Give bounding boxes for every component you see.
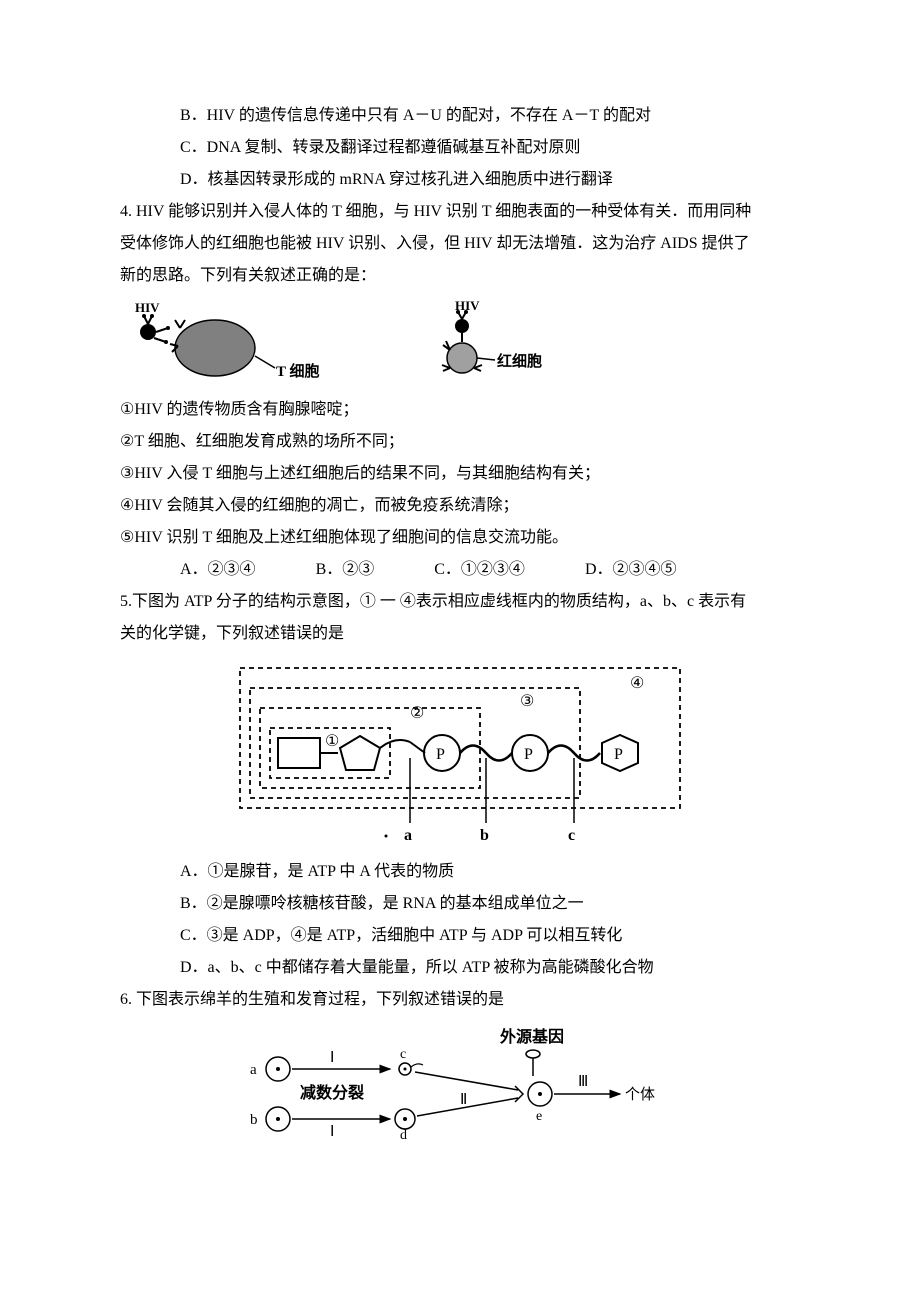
q6-label-I-top: Ⅰ [330,1050,334,1066]
q4-option-d: D．②③④⑤ [585,554,677,586]
q4-figure: HIV T 细胞 HIV 红细胞 [120,298,800,388]
q4-option-a: A．②③④ [180,554,256,586]
q6-label-geti: 个体 [625,1086,655,1103]
q4-options: A．②③④ B．②③ C．①②③④ D．②③④⑤ [120,554,800,586]
q5-label-4: ④ [630,675,644,692]
q4-statement-3: ③HIV 入侵 T 细胞与上述红细胞后的结果不同，与其细胞结构有关； [120,458,800,490]
q5-option-a: A．①是腺苷，是 ATP 中 A 代表的物质 [120,856,800,888]
q4-tcell-diagram: HIV T 细胞 [120,298,320,388]
q5-label-p3: P [614,746,623,763]
q5-stem-line1: 5.下图为 ATP 分子的结构示意图，① 一 ④表示相应虚线框内的物质结构，a、… [120,586,800,618]
q6-label-d: d [400,1128,407,1143]
q3-option-d: D．核基因转录形成的 mRNA 穿过核孔进入细胞质中进行翻译 [120,164,800,196]
q5-label-b: b [480,827,489,844]
q5-option-c: C．③是 ADP，④是 ATP，活细胞中 ATP 与 ADP 可以相互转化 [120,920,800,952]
q6-sheep-diagram: 外源基因 a Ⅰ b Ⅰ 减数分裂 c d Ⅱ [240,1024,680,1144]
q6-label-I-bot: Ⅰ [330,1124,334,1140]
q5-stem-line2: 关的化学键，下列叙述错误的是 [120,618,800,650]
q5-option-d: D．a、b、c 中都储存着大量能量，所以 ATP 被称为高能磷酸化合物 [120,952,800,984]
q6-label-e: e [536,1109,542,1124]
q5-label-3: ③ [520,693,534,710]
q4-statement-4: ④HIV 会随其入侵的红细胞的凋亡，而被免疫系统清除； [120,490,800,522]
q6-label-c: c [400,1047,406,1062]
q4-option-b: B．②③ [316,554,375,586]
q6-figure: 外源基因 a Ⅰ b Ⅰ 减数分裂 c d Ⅱ [120,1024,800,1144]
q4-statement-1: ①HIV 的遗传物质含有胸腺嘧啶； [120,394,800,426]
q5-label-2: ② [410,705,424,722]
q5-label-1: ① [325,733,339,750]
q5-label-p2: P [524,746,533,763]
q4-option-c: C．①②③④ [434,554,525,586]
q3-option-b: B．HIV 的遗传信息传递中只有 A－U 的配对，不存在 A－T 的配对 [120,100,800,132]
q4-statement-2: ②T 细胞、红细胞发育成熟的场所不同； [120,426,800,458]
q6-label-III: Ⅲ [578,1074,588,1090]
q5-label-c: c [568,827,575,844]
q4-stem-line2: 受体修饰人的红细胞也能被 HIV 识别、入侵，但 HIV 却无法增殖．这为治疗 … [120,228,800,260]
q4-tcell-label: T 细胞 [276,362,319,380]
q6-label-meiosis: 减数分裂 [300,1083,364,1102]
q6-stem: 6. 下图表示绵羊的生殖和发育过程，下列叙述错误的是 [120,984,800,1016]
q4-stem-line3: 新的思路。下列有关叙述正确的是： [120,260,800,292]
q5-label-a: a [404,827,412,844]
q4-statement-5: ⑤HIV 识别 T 细胞及上述红细胞体现了细胞间的信息交流功能。 [120,522,800,554]
q5-figure: ① ② P ③ P ④ P a b c [120,658,800,848]
q4-rbc-label: 红细胞 [497,352,542,370]
q4-stem-line1: 4. HIV 能够识别并入侵人体的 T 细胞，与 HIV 识别 T 细胞表面的一… [120,196,800,228]
q6-label-a: a [250,1062,257,1078]
q5-atp-diagram: ① ② P ③ P ④ P a b c [230,658,690,848]
q4-rbc-diagram: HIV 红细胞 [400,298,570,388]
q6-label-exo: 外源基因 [499,1027,564,1046]
q6-label-II: Ⅱ [460,1092,467,1108]
q5-label-p1: P [436,746,445,763]
q5-option-b: B．②是腺嘌呤核糖核苷酸，是 RNA 的基本组成单位之一 [120,888,800,920]
q4-hiv-label-1: HIV [135,300,160,315]
q6-label-b: b [250,1112,258,1128]
q3-option-c: C．DNA 复制、转录及翻译过程都遵循碱基互补配对原则 [120,132,800,164]
